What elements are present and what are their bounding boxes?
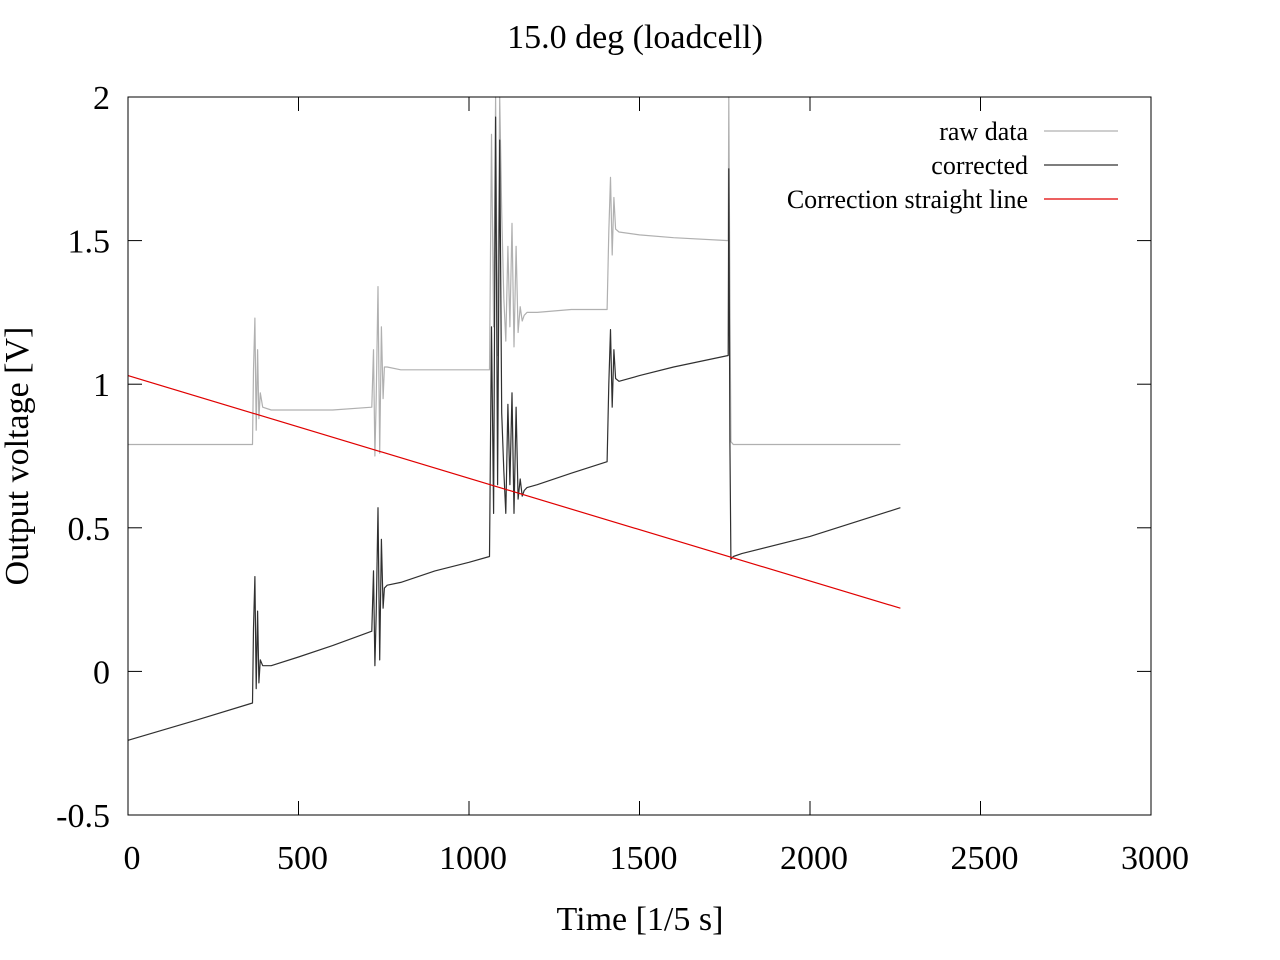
legend-label-2: Correction straight line xyxy=(787,185,1028,214)
series-line-1 xyxy=(127,116,901,741)
legend: raw data corrected Correction straight lin… xyxy=(787,117,1118,214)
ticks-layer: 0 500 1000 1500 2000 2500 3000 -0.5 0 0.5 1 1.5 2 xyxy=(56,80,1189,877)
x-tick-label: 3000 xyxy=(1121,840,1189,877)
series-line-0 xyxy=(128,96,901,457)
series-line-2 xyxy=(127,375,901,609)
y-tick-label: 1.5 xyxy=(68,224,111,261)
x-tick-label: 2500 xyxy=(951,840,1019,877)
y-axis-label: Output voltage [V] xyxy=(0,327,36,586)
x-tick-label: 500 xyxy=(277,840,328,877)
x-tick-label: 1000 xyxy=(439,840,507,877)
y-tick-label: 0.5 xyxy=(68,511,111,548)
legend-label-0: raw data xyxy=(939,117,1028,146)
y-tick-label: -0.5 xyxy=(56,798,110,835)
y-tick-label: 0 xyxy=(93,654,110,691)
y-tick-label: 2 xyxy=(93,80,110,117)
x-axis-label: Time [1/5 s] xyxy=(557,901,724,938)
x-tick-label: 0 xyxy=(124,840,141,877)
legend-label-1: corrected xyxy=(931,151,1028,180)
chart-title: 15.0 deg (loadcell) xyxy=(507,19,763,56)
y-tick-label: 1 xyxy=(93,367,110,404)
x-tick-label: 2000 xyxy=(780,840,848,877)
x-tick-label: 1500 xyxy=(610,840,678,877)
series-layer xyxy=(127,96,901,741)
